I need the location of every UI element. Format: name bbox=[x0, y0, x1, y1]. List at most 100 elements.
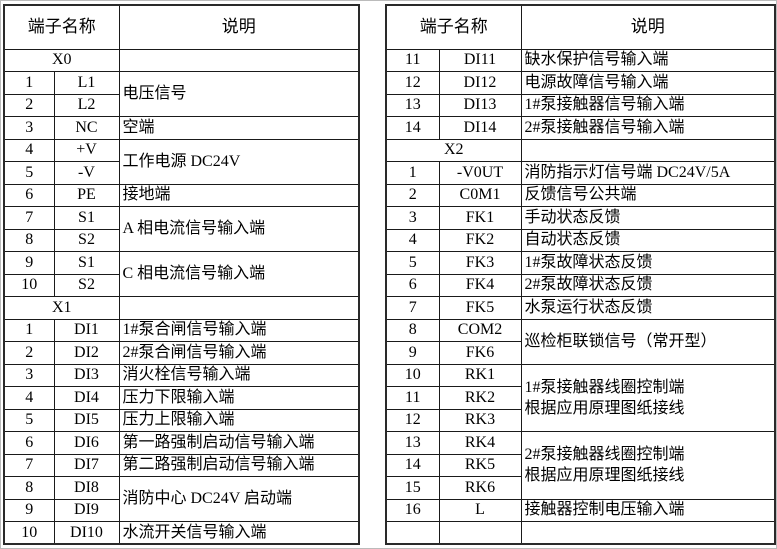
description-cell: 1#泵接触器线圈控制端 根据应用原理图纸接线 bbox=[520, 363, 776, 432]
description-cell: 电源故障信号输入端 bbox=[520, 71, 776, 95]
terminal-name-cell: -V bbox=[53, 161, 120, 185]
terminal-name-cell: S2 bbox=[53, 273, 120, 297]
terminal-name-cell: DI8 bbox=[53, 476, 120, 500]
terminal-number-cell: 13 bbox=[385, 93, 440, 117]
terminal-name-cell: L1 bbox=[53, 71, 120, 95]
terminal-name-cell: DI4 bbox=[53, 386, 120, 410]
column-header-description: 说明 bbox=[520, 4, 776, 50]
section-desc-empty bbox=[118, 48, 360, 72]
terminal-name-cell: DI1 bbox=[53, 318, 120, 342]
table-row: 6 DI6 第一路强制启动信号输入端 bbox=[3, 431, 360, 455]
terminal-number-cell bbox=[385, 521, 440, 545]
description-cell: 消防中心 DC24V 启动端 bbox=[118, 476, 360, 522]
table-header-row: 端子名称 说明 bbox=[385, 4, 776, 50]
description-cell: 1#泵故障状态反馈 bbox=[520, 251, 776, 275]
terminal-name-cell: L bbox=[438, 498, 522, 522]
column-header-terminal: 端子名称 bbox=[385, 4, 522, 50]
description-cell: 反馈信号公共端 bbox=[520, 183, 776, 207]
terminal-number-cell: 9 bbox=[385, 341, 440, 365]
terminal-number-cell: 12 bbox=[385, 71, 440, 95]
table-row: 1 -V0UT 消防指示灯信号端 DC24V/5A bbox=[385, 161, 776, 185]
terminal-number-cell: 14 bbox=[385, 453, 440, 477]
terminal-table-left: 端子名称 说明 X0 1 L1 电压信号 2 L2 3 NC 空端 4 +V 工… bbox=[3, 4, 360, 545]
terminal-name-cell: FK5 bbox=[438, 296, 522, 320]
terminal-name-cell: FK4 bbox=[438, 273, 522, 297]
table-row: 7 FK5 水泵运行状态反馈 bbox=[385, 296, 776, 320]
terminal-table-right: 端子名称 说明 11 DI11 缺水保护信号输入端 12 DI12 电源故障信号… bbox=[385, 4, 776, 545]
terminal-number-cell: 1 bbox=[3, 71, 55, 95]
terminal-number-cell: 3 bbox=[3, 363, 55, 387]
terminal-name-cell: RK6 bbox=[438, 476, 522, 500]
table-row: 3 DI3 消火栓信号输入端 bbox=[3, 363, 360, 387]
terminal-number-cell: 6 bbox=[3, 431, 55, 455]
terminal-number-cell: 12 bbox=[385, 408, 440, 432]
table-row: 2 C0M1 反馈信号公共端 bbox=[385, 183, 776, 207]
terminal-name-cell: DI11 bbox=[438, 48, 522, 72]
terminal-name-cell: RK3 bbox=[438, 408, 522, 432]
description-cell: 压力上限输入端 bbox=[118, 408, 360, 432]
terminal-number-cell: 8 bbox=[385, 318, 440, 342]
terminal-number-cell: 2 bbox=[3, 341, 55, 365]
description-cell: 1#泵接触器信号输入端 bbox=[520, 93, 776, 117]
table-row: 5 -V bbox=[3, 161, 359, 185]
terminal-name-cell: DI7 bbox=[53, 453, 120, 477]
table-row: 1 DI1 1#泵合闸信号输入端 bbox=[3, 318, 360, 342]
terminal-name-cell: S2 bbox=[53, 228, 120, 252]
table-row: 12 DI12 电源故障信号输入端 bbox=[385, 71, 776, 95]
description-cell: 消火栓信号输入端 bbox=[118, 363, 360, 387]
table-row: 4 +V 工作电源 DC24V bbox=[3, 138, 360, 185]
description-cell: 手动状态反馈 bbox=[520, 206, 776, 230]
terminal-number-cell: 5 bbox=[3, 408, 55, 432]
description-cell: 2#泵接触器信号输入端 bbox=[520, 116, 776, 140]
section-row-x2: X2 bbox=[385, 138, 776, 162]
table-row: 6 PE 接地端 bbox=[3, 183, 360, 207]
column-header-description: 说明 bbox=[118, 4, 360, 50]
table-row: 10 DI10 水流开关信号输入端 bbox=[3, 521, 360, 545]
description-cell: 接地端 bbox=[118, 183, 360, 207]
terminal-name-cell: +V bbox=[53, 138, 120, 162]
terminal-name-cell: RK2 bbox=[438, 386, 522, 410]
table-row: 8 DI8 消防中心 DC24V 启动端 bbox=[3, 476, 360, 522]
terminal-number-cell: 9 bbox=[3, 251, 55, 275]
description-cell: A 相电流信号输入端 bbox=[118, 206, 360, 252]
terminal-name-cell: RK1 bbox=[438, 363, 522, 387]
terminal-name-cell: DI9 bbox=[53, 498, 120, 522]
table-row: 5 DI5 压力上限输入端 bbox=[3, 408, 360, 432]
description-cell: 压力下限输入端 bbox=[118, 386, 360, 410]
terminal-number-cell: 3 bbox=[385, 206, 440, 230]
table-row: 3 NC 空端 bbox=[3, 116, 360, 140]
terminal-number-cell: 15 bbox=[385, 476, 440, 500]
terminal-number-cell: 7 bbox=[3, 206, 55, 230]
terminal-name-cell: PE bbox=[53, 183, 120, 207]
terminal-number-cell: 5 bbox=[385, 251, 440, 275]
description-cell: 工作电源 DC24V bbox=[118, 138, 360, 185]
terminal-number-cell: 4 bbox=[3, 138, 55, 162]
terminal-number-cell: 11 bbox=[385, 386, 440, 410]
terminal-name-cell: DI10 bbox=[53, 521, 120, 545]
section-label-x1: X1 bbox=[3, 296, 120, 320]
table-row: 8 S2 bbox=[3, 228, 359, 252]
description-cell: 电压信号 bbox=[118, 71, 360, 117]
terminal-name-cell: S1 bbox=[53, 206, 120, 230]
terminal-name-cell: FK1 bbox=[438, 206, 522, 230]
terminal-name-cell: -V0UT bbox=[438, 161, 522, 185]
section-label-x0: X0 bbox=[3, 48, 120, 72]
description-cell: 水泵运行状态反馈 bbox=[520, 296, 776, 320]
terminal-number-cell: 14 bbox=[385, 116, 440, 140]
description-cell: 第二路强制启动信号输入端 bbox=[118, 453, 360, 477]
terminal-name-cell: FK6 bbox=[438, 341, 522, 365]
description-cell: 消防指示灯信号端 DC24V/5A bbox=[520, 161, 776, 185]
table-row: 8 COM2 巡检柜联锁信号（常开型） bbox=[385, 318, 776, 365]
table-row: 13 RK4 2#泵接触器线圈控制端 根据应用原理图纸接线 bbox=[385, 431, 776, 500]
section-desc-empty bbox=[118, 296, 360, 320]
description-line: 1#泵接触器线圈控制端 bbox=[524, 378, 685, 396]
table-row: 14 DI14 2#泵接触器信号输入端 bbox=[385, 116, 776, 140]
column-header-terminal: 端子名称 bbox=[3, 4, 120, 50]
terminal-name-cell: RK5 bbox=[438, 453, 522, 477]
description-line: 根据应用原理图纸接线 bbox=[524, 399, 685, 417]
description-cell bbox=[520, 521, 776, 545]
table-row: 10 RK1 1#泵接触器线圈控制端 根据应用原理图纸接线 bbox=[385, 363, 776, 432]
section-row-x0: X0 bbox=[3, 48, 360, 72]
terminal-name-cell: DI14 bbox=[438, 116, 522, 140]
description-cell: 缺水保护信号输入端 bbox=[520, 48, 776, 72]
